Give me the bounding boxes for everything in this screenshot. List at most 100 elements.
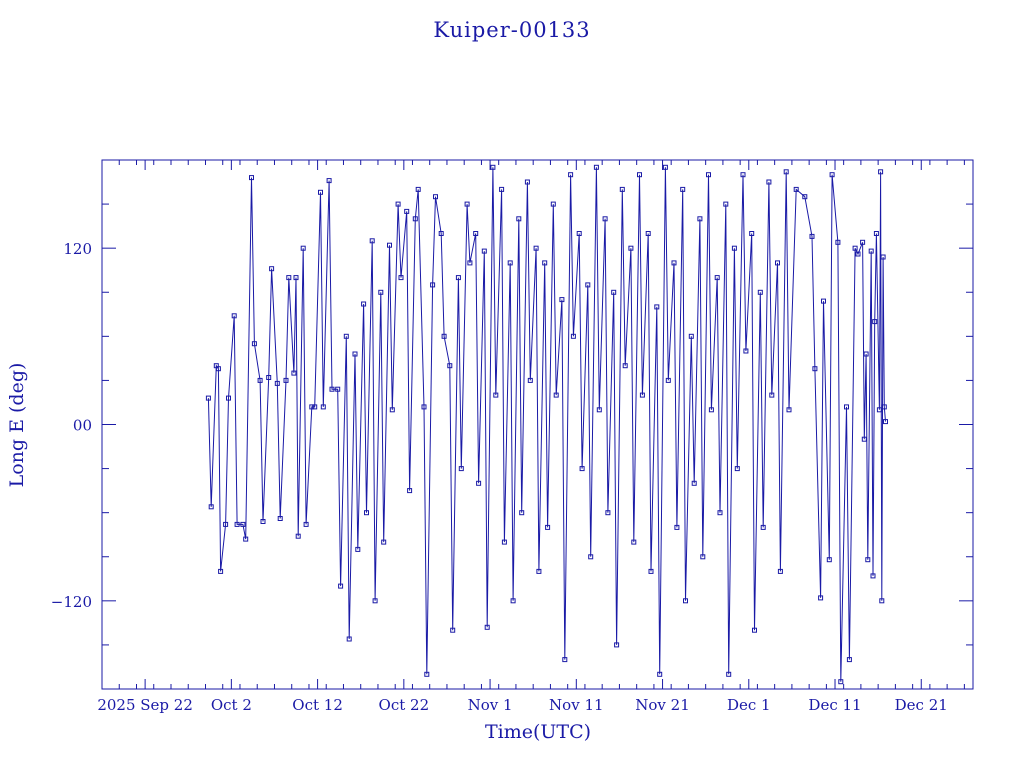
- data-point: [829, 172, 835, 178]
- data-point: [614, 642, 620, 648]
- data-point: [844, 404, 849, 410]
- x-tick-label: Oct 2: [211, 696, 252, 714]
- data-point: [291, 370, 297, 376]
- data-point: [873, 231, 879, 236]
- data-point: [579, 466, 585, 472]
- data-point: [880, 254, 886, 260]
- data-point: [865, 557, 871, 563]
- data-point: [593, 164, 599, 170]
- data-point: [870, 573, 876, 579]
- data-point: [562, 657, 568, 663]
- data-point: [550, 201, 556, 207]
- data-point: [226, 395, 231, 401]
- data-point: [657, 671, 663, 677]
- data-point: [628, 245, 634, 251]
- data-point: [251, 341, 257, 347]
- data-point: [777, 568, 783, 574]
- data-point: [717, 510, 723, 516]
- data-point: [464, 201, 470, 207]
- data-point: [570, 333, 576, 339]
- data-point: [312, 404, 318, 410]
- data-point: [576, 231, 582, 236]
- data-point: [283, 377, 289, 383]
- data-point: [553, 392, 559, 398]
- data-point: [364, 510, 369, 516]
- data-point: [760, 524, 766, 530]
- data-point: [883, 419, 888, 425]
- data-point: [876, 407, 882, 413]
- data-point: [286, 275, 292, 281]
- data-point: [335, 386, 341, 392]
- data-point: [793, 186, 799, 192]
- data-point: [706, 172, 711, 178]
- x-axis-label: Time(UTC): [485, 721, 591, 743]
- data-point: [802, 194, 808, 200]
- data-point: [743, 348, 749, 354]
- data-point: [536, 568, 542, 574]
- y-tick-label: 00: [73, 417, 92, 435]
- data-point: [215, 366, 221, 372]
- data-point: [637, 172, 642, 178]
- data-point: [438, 231, 444, 236]
- data-point: [223, 521, 229, 527]
- data-point: [683, 598, 688, 604]
- data-point: [654, 304, 660, 310]
- y-tick-label: 120: [63, 240, 92, 258]
- data-point: [318, 189, 323, 195]
- data-point: [501, 539, 507, 545]
- data-point: [387, 242, 392, 248]
- data-point: [821, 298, 826, 304]
- data-point: [326, 178, 332, 184]
- data-point: [680, 186, 686, 192]
- data-point: [868, 248, 874, 254]
- data-point: [752, 627, 757, 633]
- data-point: [355, 546, 361, 552]
- data-point: [568, 172, 574, 178]
- x-tick-label: 2025 Sep 22: [97, 696, 193, 714]
- data-point: [674, 524, 680, 530]
- data-point: [691, 480, 697, 486]
- data-point: [346, 636, 352, 642]
- data-point: [611, 289, 617, 295]
- data-point: [455, 275, 461, 281]
- data-point: [879, 598, 885, 604]
- data-point: [835, 239, 841, 245]
- data-point: [734, 466, 740, 472]
- series-line: [207, 167, 886, 682]
- data-point: [447, 363, 453, 369]
- chart-title: Kuiper-00133: [433, 18, 590, 42]
- x-tick-label: Nov 11: [549, 696, 604, 714]
- data-point: [872, 319, 878, 325]
- data-point: [519, 510, 525, 516]
- data-point: [490, 164, 496, 170]
- data-point: [329, 386, 335, 392]
- data-point: [783, 169, 789, 175]
- data-point: [619, 186, 625, 192]
- data-point: [688, 333, 694, 339]
- data-point: [662, 164, 668, 170]
- data-point: [510, 598, 516, 604]
- data-point: [234, 521, 240, 527]
- data-point: [826, 557, 832, 563]
- data-point: [818, 595, 824, 601]
- data-point: [846, 657, 852, 663]
- data-point: [395, 201, 401, 207]
- data-point: [404, 208, 410, 214]
- y-tick-label: −120: [51, 593, 92, 611]
- data-point: [708, 407, 714, 413]
- data-point: [476, 480, 482, 486]
- data-point: [766, 179, 772, 185]
- data-point: [622, 363, 628, 369]
- data-point: [559, 297, 565, 303]
- data-point: [240, 521, 246, 527]
- data-point: [295, 533, 301, 539]
- x-tick-label: Oct 22: [379, 696, 430, 714]
- data-point: [343, 333, 349, 339]
- data-point: [697, 216, 703, 222]
- data-point: [723, 201, 729, 207]
- data-point: [300, 245, 306, 251]
- data-point: [205, 395, 211, 401]
- data-point: [398, 275, 404, 281]
